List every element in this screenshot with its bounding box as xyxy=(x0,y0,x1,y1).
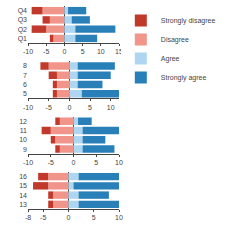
svg-text:-5: -5 xyxy=(46,104,52,111)
svg-text:10: 10 xyxy=(115,159,123,166)
svg-text:5: 5 xyxy=(88,104,92,111)
svg-text:0: 0 xyxy=(67,104,71,111)
svg-text:16: 16 xyxy=(19,173,27,180)
svg-text:8: 8 xyxy=(23,62,27,69)
svg-text:0: 0 xyxy=(66,214,70,221)
svg-text:-10: -10 xyxy=(23,104,33,111)
svg-text:14: 14 xyxy=(19,192,27,199)
svg-text:10: 10 xyxy=(107,104,115,111)
svg-text:-5: -5 xyxy=(43,48,49,55)
svg-text:5: 5 xyxy=(81,48,85,55)
svg-text:10: 10 xyxy=(97,48,105,55)
svg-text:Agree: Agree xyxy=(161,55,180,63)
svg-text:Q3: Q3 xyxy=(18,16,27,24)
svg-text:Strongly disagree: Strongly disagree xyxy=(161,17,216,25)
svg-text:0: 0 xyxy=(72,159,76,166)
svg-text:6: 6 xyxy=(23,81,27,88)
svg-text:15: 15 xyxy=(19,182,27,189)
svg-text:5: 5 xyxy=(92,214,96,221)
svg-text:15: 15 xyxy=(115,48,123,56)
svg-text:Q1: Q1 xyxy=(18,35,27,43)
svg-text:-8: -8 xyxy=(25,214,31,221)
svg-text:Strongly agree: Strongly agree xyxy=(161,74,207,82)
svg-text:5: 5 xyxy=(23,90,27,97)
svg-text:5: 5 xyxy=(94,159,98,166)
svg-text:13: 13 xyxy=(19,201,27,208)
svg-text:-10: -10 xyxy=(23,48,33,55)
svg-text:10: 10 xyxy=(19,136,27,143)
svg-text:Q4: Q4 xyxy=(18,7,27,15)
svg-text:12: 12 xyxy=(19,118,27,125)
svg-text:7: 7 xyxy=(23,72,27,79)
svg-text:10: 10 xyxy=(115,214,123,221)
svg-text:9: 9 xyxy=(23,146,27,153)
svg-text:-10: -10 xyxy=(23,159,33,166)
svg-text:11: 11 xyxy=(20,127,27,134)
svg-text:-5: -5 xyxy=(40,214,46,221)
svg-text:-5: -5 xyxy=(48,159,54,166)
svg-text:Q2: Q2 xyxy=(18,26,27,34)
svg-text:0: 0 xyxy=(62,48,66,55)
svg-text:Disagree: Disagree xyxy=(161,36,189,44)
